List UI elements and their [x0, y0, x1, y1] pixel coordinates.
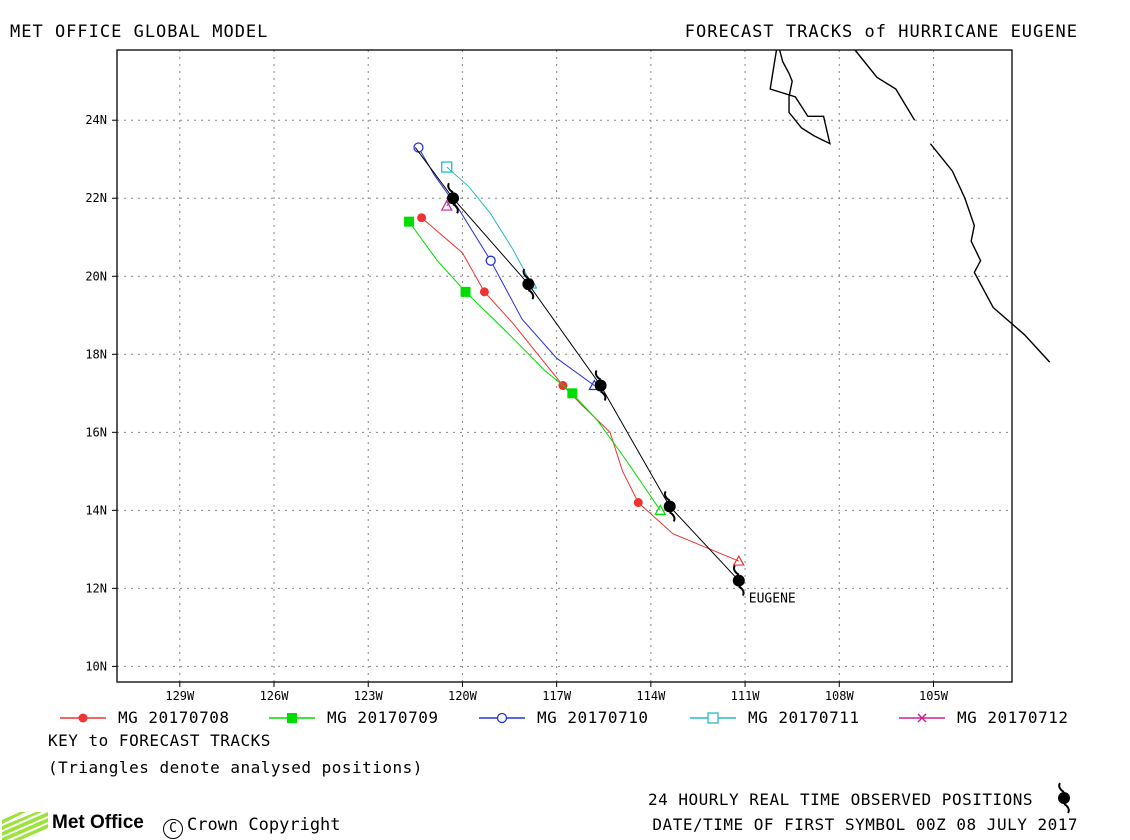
- x-tick-label: 129W: [165, 689, 195, 700]
- data-point: [567, 388, 578, 399]
- x-tick-label: 117W: [542, 689, 572, 700]
- coastline-segment: [854, 49, 916, 121]
- met-office-logo-icon: [2, 812, 48, 840]
- hurricane-arm: [447, 182, 454, 194]
- y-tick-label: 12N: [85, 581, 107, 595]
- crown-copyright: C Crown Copyright: [163, 815, 341, 839]
- series-line-3: [446, 166, 532, 285]
- hurricane-arm: [600, 390, 607, 402]
- y-tick-label: 18N: [85, 347, 107, 361]
- x-tick-label: 111W: [731, 689, 761, 700]
- copyright-icon: C: [163, 819, 183, 839]
- data-point: [485, 255, 496, 266]
- hurricane-eye: [522, 278, 535, 291]
- forecast-track-chart: 129W 126W 123W 120W 117W 114W 111W 108W 105W 10N 1…: [85, 49, 1051, 700]
- hurricane-arm: [594, 369, 602, 381]
- analysed-position-triangle: [732, 554, 745, 566]
- x-tick-label: 105W: [919, 689, 949, 700]
- x-tick-label: 120W: [448, 689, 478, 700]
- data-point: [417, 213, 427, 223]
- plot-frame: [116, 49, 1013, 683]
- hurricane-arm: [452, 203, 459, 214]
- legend-label: MG 20170709: [327, 708, 439, 727]
- hurricane-symbol-icon: [522, 268, 535, 300]
- copyright-text: Crown Copyright: [187, 815, 341, 835]
- y-tick-label: 24N: [85, 113, 107, 127]
- hurricane-arm: [738, 585, 745, 597]
- hurricane-arm: [527, 289, 535, 300]
- hurricane-symbol-icon: [1058, 782, 1070, 814]
- hurricane-eye: [663, 500, 676, 513]
- hurricane-eye: [594, 379, 607, 392]
- y-tick-label: 10N: [85, 659, 107, 673]
- series-line-2: [418, 147, 595, 386]
- legend-label: MG 20170712: [957, 708, 1069, 727]
- hurricane-symbol-icon: [663, 490, 676, 522]
- key-title: KEY to FORECAST TRACKS: [48, 731, 271, 750]
- hurricane-arm: [522, 268, 529, 279]
- analysed-position-triangle: [654, 504, 667, 515]
- series-line-0: [421, 217, 739, 562]
- hurricane-eye: [447, 192, 460, 205]
- chart-labels: EUGENE: [749, 592, 796, 607]
- data-point: [633, 498, 643, 508]
- x-tick-label: 114W: [636, 689, 666, 700]
- data-point: [404, 216, 415, 227]
- observed-positions-label: 24 HOURLY REAL TIME OBSERVED POSITIONS: [647, 790, 1033, 809]
- header-right-title: FORECAST TRACKS of HURRICANE EUGENE: [684, 22, 1078, 42]
- legend-label: MG 20170711: [748, 708, 860, 727]
- y-tick-label: 20N: [85, 269, 107, 283]
- triangles-note: (Triangles denote analysed positions): [48, 758, 423, 777]
- analysed-position-triangle: [440, 199, 453, 211]
- coastline-segment: [769, 49, 831, 145]
- x-tick-label: 123W: [354, 689, 384, 700]
- hurricane-symbol-icon: [594, 369, 607, 402]
- met-office-logo-text: Met Office: [52, 812, 144, 833]
- legend-label: MG 20170708: [118, 708, 230, 727]
- series-line-1: [408, 221, 661, 511]
- y-tick-label: 16N: [85, 425, 107, 439]
- coastline-segment: [929, 143, 1051, 363]
- observed-track-line: [414, 147, 740, 581]
- x-tick-label: 126W: [260, 689, 290, 700]
- forecast-tracks: [404, 142, 745, 566]
- y-tick-label: 14N: [85, 503, 107, 517]
- storm-name-label: EUGENE: [749, 592, 796, 607]
- legend-label: MG 20170710: [537, 708, 649, 727]
- hurricane-eye: [732, 574, 745, 587]
- data-point: [413, 142, 424, 153]
- data-point: [460, 286, 471, 297]
- grid-lines: [117, 50, 1012, 682]
- x-tick-label: 108W: [825, 689, 855, 700]
- hurricane-arm: [663, 490, 671, 502]
- header-left-title: MET OFFICE GLOBAL MODEL: [10, 22, 269, 42]
- data-point: [479, 287, 489, 297]
- y-tick-label: 22N: [85, 191, 107, 205]
- hurricane-arm: [733, 565, 740, 576]
- hurricane-symbol-icon: [732, 565, 745, 597]
- hurricane-symbol-icon: [447, 182, 460, 214]
- hurricane-arm: [669, 511, 676, 522]
- data-point: [441, 161, 453, 173]
- axes: 129W 126W 123W 120W 117W 114W 111W 108W 105W 10N 1…: [85, 49, 1013, 700]
- observed-track: [414, 147, 745, 597]
- first-symbol-datetime: DATE/TIME OF FIRST SYMBOL 00Z 08 JULY 20…: [652, 815, 1078, 834]
- coastline: [769, 49, 1051, 363]
